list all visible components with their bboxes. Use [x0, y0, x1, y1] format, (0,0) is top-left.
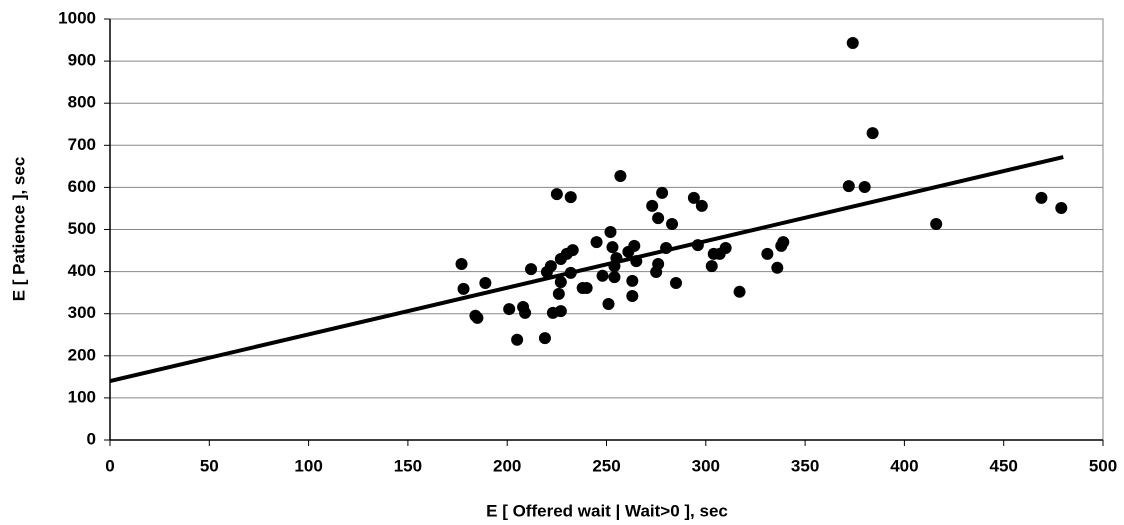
data-point	[519, 306, 532, 319]
data-point	[652, 212, 665, 225]
y-tick-label: 900	[68, 51, 96, 70]
data-point	[606, 241, 619, 254]
trend-line	[109, 155, 1064, 384]
x-tick-label: 100	[294, 456, 322, 475]
data-point	[761, 247, 774, 260]
data-point	[590, 236, 603, 249]
data-point	[602, 298, 615, 311]
data-point	[604, 226, 617, 239]
data-point	[525, 263, 538, 276]
data-point	[670, 276, 683, 289]
x-tick-label: 0	[105, 456, 114, 475]
data-point	[503, 303, 516, 316]
data-point	[652, 258, 665, 271]
data-point	[771, 261, 784, 274]
data-point	[511, 333, 524, 346]
data-point	[705, 260, 718, 273]
y-tick-label: 400	[68, 261, 96, 280]
y-tick-label: 100	[68, 387, 96, 406]
data-point	[538, 332, 551, 345]
data-point	[614, 170, 627, 183]
data-point	[457, 282, 470, 295]
data-point	[608, 271, 621, 284]
data-point	[846, 36, 859, 49]
y-tick-label: 300	[68, 303, 96, 322]
data-point	[544, 260, 557, 273]
data-point	[596, 269, 609, 282]
x-axis-label: E [ Offered wait | Wait>0 ], sec	[486, 501, 728, 520]
y-tick-label: 0	[87, 429, 96, 448]
data-point	[552, 287, 565, 300]
data-point	[777, 236, 790, 249]
data-point	[666, 218, 679, 231]
data-point	[842, 180, 855, 193]
x-tick-label: 50	[200, 456, 219, 475]
x-tick-label: 450	[990, 456, 1018, 475]
data-point	[1055, 202, 1068, 215]
x-tick-label: 400	[890, 456, 918, 475]
y-tick-label: 800	[68, 93, 96, 112]
data-point	[858, 180, 871, 193]
x-tick-label: 150	[394, 456, 422, 475]
data-point	[733, 285, 746, 298]
data-point	[626, 290, 639, 303]
data-point	[566, 244, 579, 257]
y-tick-label: 700	[68, 135, 96, 154]
data-point	[646, 199, 659, 212]
data-point	[580, 282, 593, 295]
data-point	[564, 191, 577, 204]
y-tick-label: 200	[68, 345, 96, 364]
x-tick-label: 250	[592, 456, 620, 475]
data-point	[626, 274, 639, 287]
data-point	[719, 242, 732, 255]
data-point	[930, 218, 943, 231]
x-tick-label: 350	[791, 456, 819, 475]
data-point	[687, 191, 700, 204]
data-point	[695, 199, 708, 212]
data-point	[479, 276, 492, 289]
y-tick-label: 600	[68, 177, 96, 196]
y-axis-label: E [ Patience ], sec	[9, 157, 28, 302]
data-point	[550, 188, 563, 201]
data-point	[471, 311, 484, 324]
data-point	[866, 127, 879, 140]
data-point	[554, 276, 567, 289]
y-tick-label: 500	[68, 219, 96, 238]
data-point	[656, 186, 669, 199]
data-point	[554, 305, 567, 318]
data-point	[628, 239, 641, 252]
x-tick-label: 500	[1089, 456, 1117, 475]
x-tick-label: 200	[493, 456, 521, 475]
x-tick-label: 300	[692, 456, 720, 475]
data-point	[1035, 191, 1048, 204]
y-tick-label: 1000	[58, 8, 96, 27]
data-point	[455, 258, 468, 271]
